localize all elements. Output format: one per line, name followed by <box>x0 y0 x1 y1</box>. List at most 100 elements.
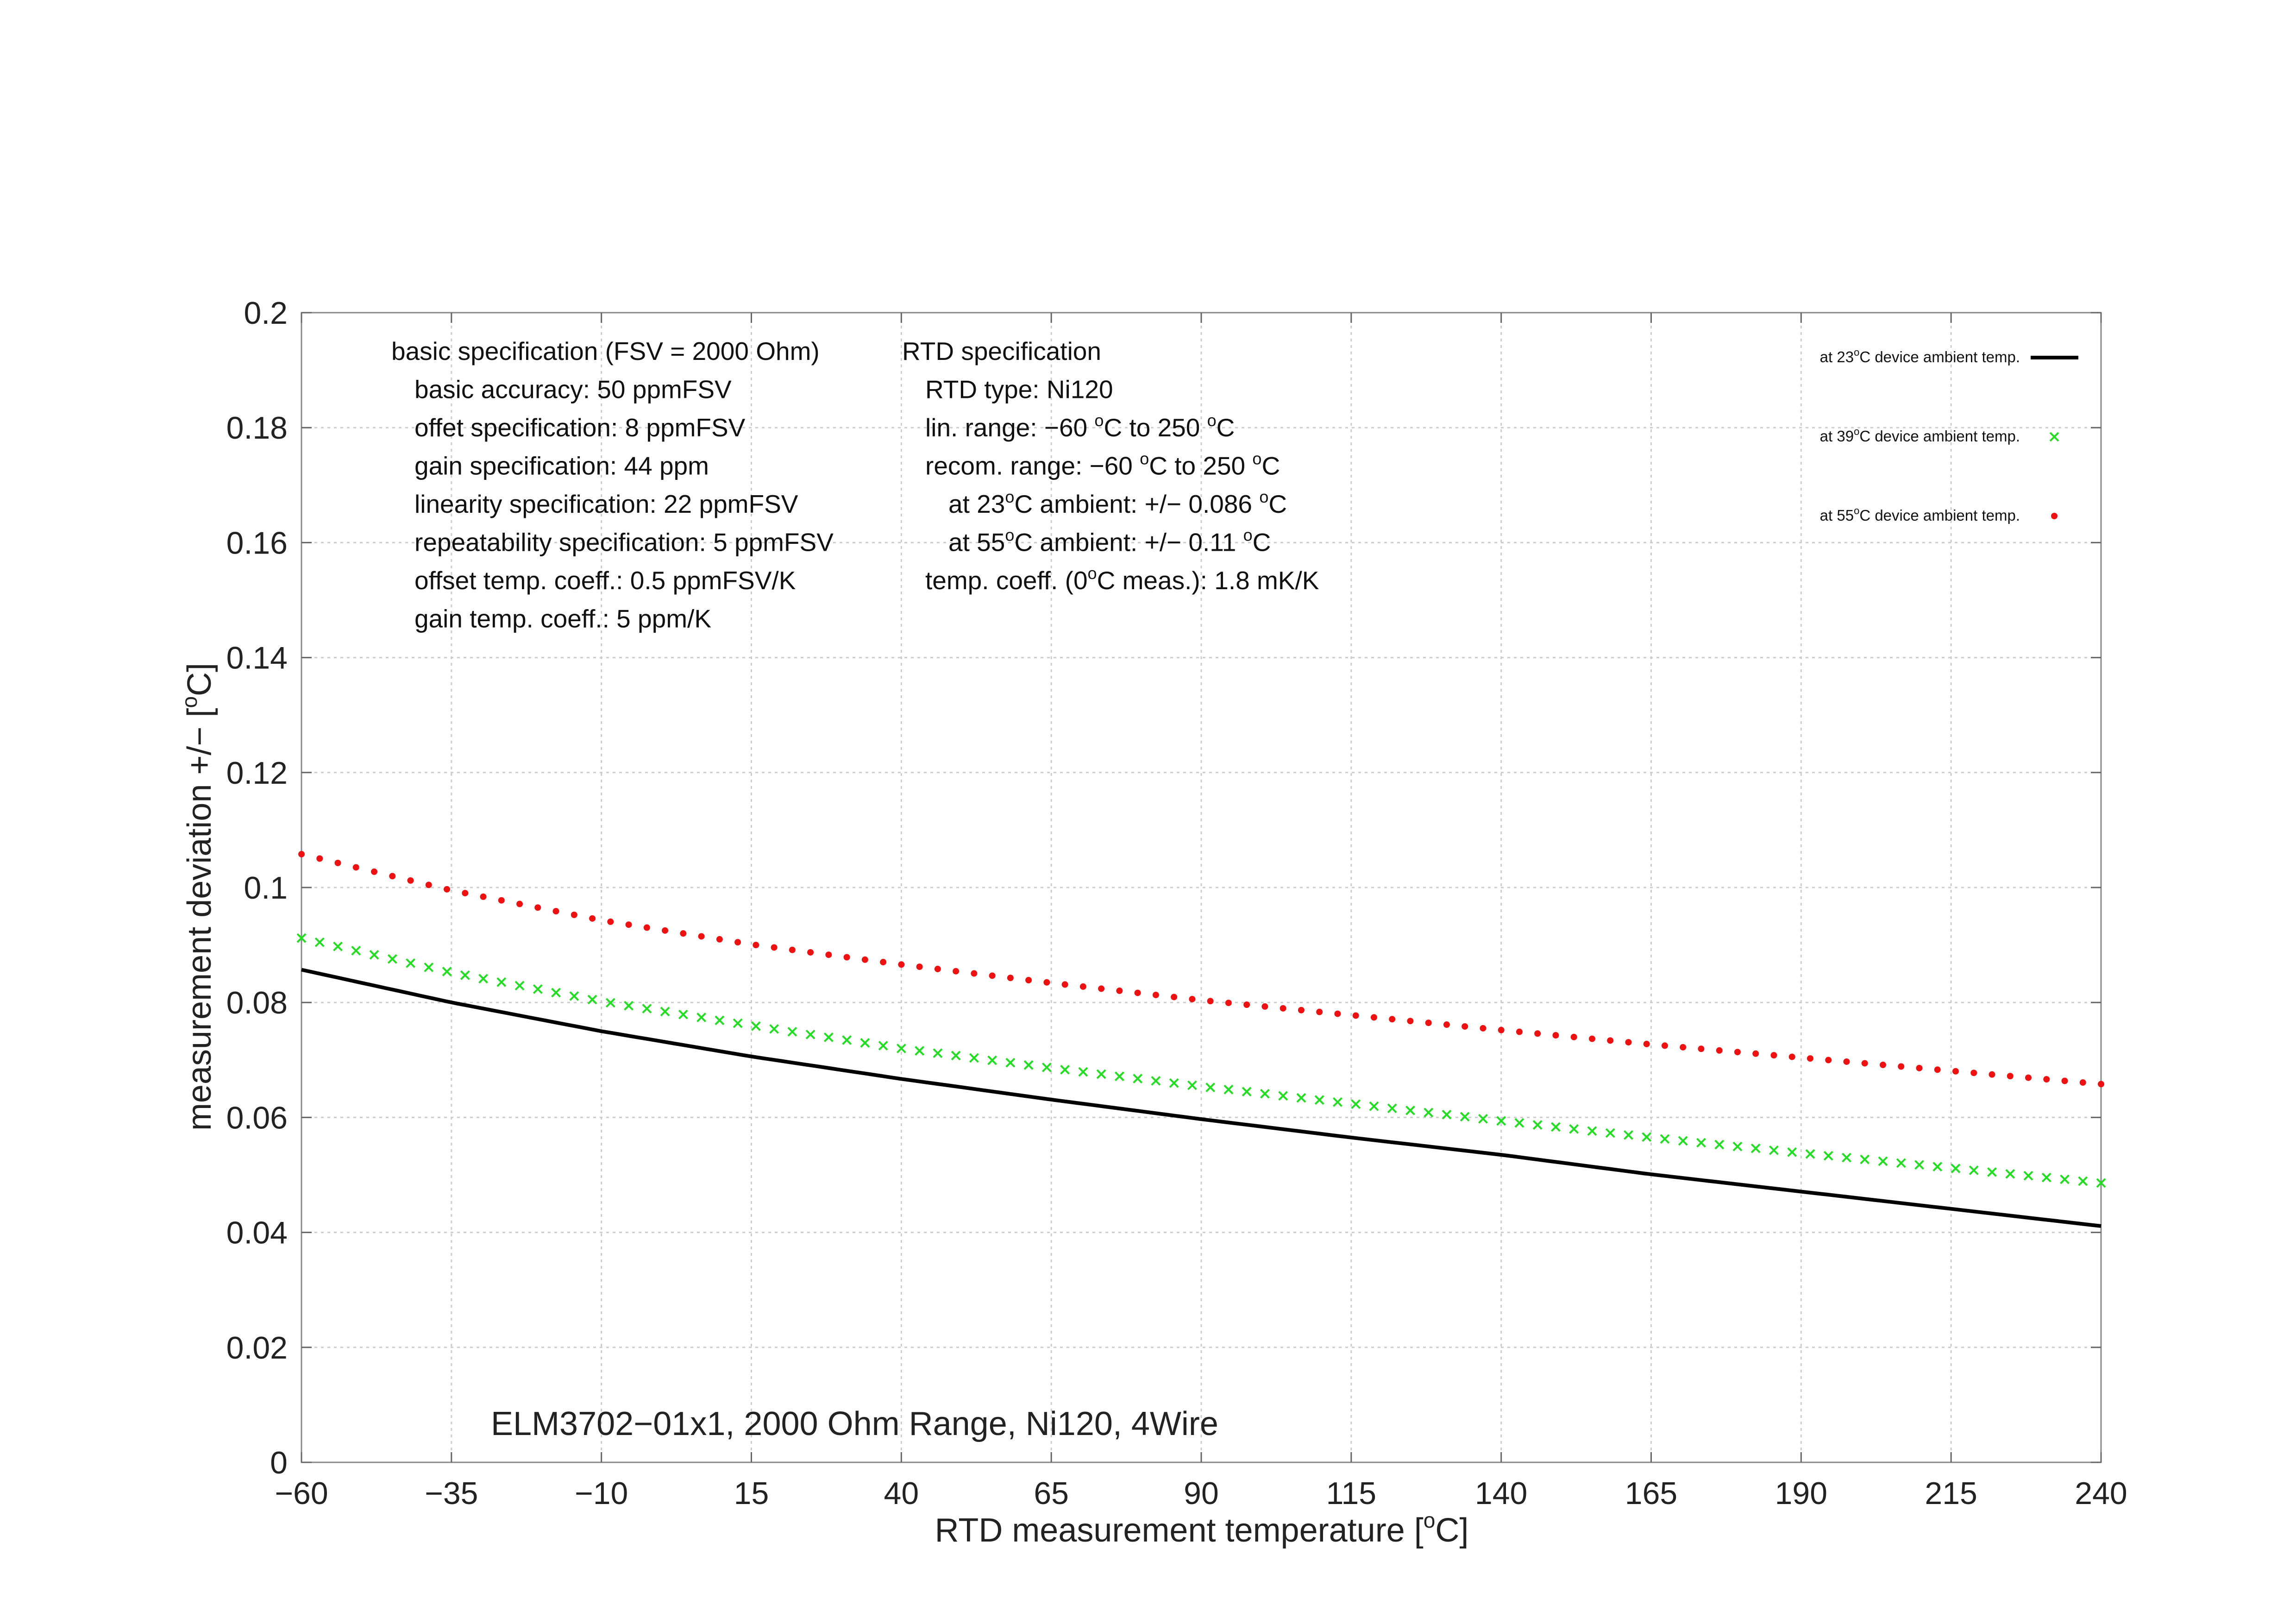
data-point <box>1496 1116 1506 1126</box>
data-point <box>2101 1226 2102 1227</box>
data-point <box>680 930 687 937</box>
data-point <box>1734 1049 1741 1056</box>
legend-label: at 23oC device ambient temp. <box>1820 346 2020 365</box>
y-axis-title-text: measurement deviation +/− [ <box>181 708 218 1131</box>
data-point <box>1387 1103 1397 1114</box>
x-tick-label: 240 <box>2075 1476 2127 1511</box>
data-point <box>1825 1057 1832 1064</box>
y-tick-label: 0.16 <box>226 525 288 560</box>
data-point <box>1651 1174 1652 1175</box>
x-axis-title-degree: o <box>1424 1508 1436 1532</box>
data-point <box>2025 1074 2032 1081</box>
data-point <box>1989 1071 1995 1078</box>
y-tick-label: 0.06 <box>226 1100 288 1135</box>
x-tick-label: 90 <box>1184 1476 1219 1511</box>
data-point <box>916 963 923 970</box>
data-point <box>1934 1066 1941 1073</box>
data-point <box>316 855 323 862</box>
data-point <box>1243 1001 1250 1008</box>
data-point <box>462 890 469 897</box>
data-point <box>861 956 868 963</box>
data-point <box>733 1018 743 1028</box>
data-point <box>442 966 452 976</box>
data-point <box>1570 1033 1577 1040</box>
data-point <box>569 991 579 1001</box>
basic-specification-line: linearity specification: 22 ppmFSV <box>414 490 798 518</box>
data-point <box>678 1009 688 1020</box>
data-point <box>951 1051 961 1061</box>
x-axis-title: RTD measurement temperature [oC] <box>935 1508 1469 1549</box>
data-point <box>1280 1005 1286 1012</box>
data-point <box>1007 975 1014 982</box>
data-point <box>2023 1171 2033 1181</box>
data-point <box>2079 1079 2086 1086</box>
data-point <box>934 965 941 972</box>
data-point <box>1896 1158 1906 1168</box>
data-point <box>989 972 996 979</box>
data-point <box>1860 1154 1870 1164</box>
data-point <box>1298 1007 1305 1013</box>
data-point <box>753 942 759 949</box>
data-point <box>696 1013 706 1022</box>
series-line <box>301 968 2102 1228</box>
data-point <box>2078 1176 2088 1186</box>
data-point <box>587 995 597 1005</box>
axis-ticks: −60 −35 −10 15 40 65 90 115 140 165 190 215 240 0 0.02… <box>226 296 2127 1511</box>
data-point <box>1750 1143 1761 1153</box>
data-point <box>1698 1045 1705 1052</box>
data-point <box>1370 1014 1377 1021</box>
data-point <box>1051 1099 1052 1100</box>
spec-annotations: basic specification (FSV = 2000 Ohm) basi… <box>391 337 1319 633</box>
data-point <box>1078 1067 1088 1077</box>
legend-label: at 55oC device ambient temp. <box>1820 505 2020 524</box>
y-tick-label: 0.04 <box>226 1215 288 1251</box>
data-point <box>825 951 832 958</box>
data-point <box>1952 1068 1959 1075</box>
basic-specification-line: gain specification: 44 ppm <box>414 452 709 480</box>
data-point <box>1060 1064 1070 1075</box>
data-point <box>1005 1057 1016 1068</box>
x-tick-label: 215 <box>1925 1476 1977 1511</box>
data-point <box>1442 1109 1452 1120</box>
data-point <box>1514 1118 1524 1128</box>
data-point <box>842 1035 852 1045</box>
data-point <box>333 941 343 951</box>
data-point <box>1787 1147 1797 1157</box>
x-tick-label: −10 <box>575 1476 628 1511</box>
y-tick-label: 0.02 <box>226 1330 288 1366</box>
y-tick-label: 0 <box>270 1445 288 1480</box>
data-point <box>514 981 525 991</box>
data-point <box>1969 1165 1979 1175</box>
data-point <box>496 977 507 987</box>
data-point <box>1169 1078 1179 1088</box>
data-point <box>1532 1120 1543 1130</box>
data-point <box>1714 1139 1725 1150</box>
data-point <box>1643 1040 1650 1047</box>
data-point <box>1987 1167 1997 1177</box>
data-point <box>1716 1047 1723 1054</box>
data-point <box>1660 1134 1670 1144</box>
data-point <box>1296 1093 1306 1103</box>
data-point <box>1098 985 1105 992</box>
data-point <box>607 918 614 925</box>
legend: at 23oC device ambient temp. at 39oC devi… <box>1820 346 2078 524</box>
data-point <box>351 945 361 956</box>
data-point <box>1114 1071 1124 1082</box>
legend-entry-2: at 39oC device ambient temp. <box>1820 426 2059 445</box>
data-point <box>807 949 814 956</box>
data-point <box>971 970 978 977</box>
data-point <box>551 988 561 998</box>
rtd-specification-line: temp. coeff. (0oC meas.): 1.8 mK/K <box>925 564 1319 595</box>
x-tick-label: 140 <box>1475 1476 1527 1511</box>
x-axis-title-unit: C] <box>1435 1512 1468 1549</box>
data-point <box>516 900 523 907</box>
data-point <box>296 933 307 943</box>
data-point <box>334 859 341 866</box>
data-point <box>1551 1122 1561 1132</box>
data-point <box>860 1038 870 1048</box>
data-point <box>1205 1083 1216 1093</box>
y-tick-label: 0.18 <box>226 410 288 446</box>
data-point <box>1696 1138 1706 1148</box>
data-point <box>1914 1160 1924 1170</box>
